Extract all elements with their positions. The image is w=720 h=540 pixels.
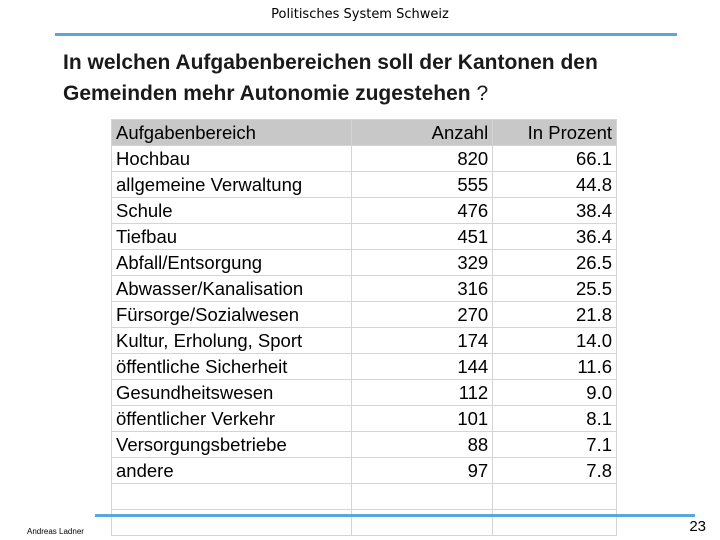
cell-prozent	[492, 483, 617, 510]
question-mark: ?	[476, 82, 489, 105]
cell-prozent: 9.0	[492, 379, 617, 406]
cell-prozent: 14.0	[492, 327, 617, 354]
top-divider	[55, 33, 677, 36]
cell-aufgabenbereich: Tiefbau	[111, 223, 352, 250]
cell-anzahl: 555	[350, 171, 494, 198]
cell-prozent: 8.1	[492, 405, 617, 432]
cell-prozent: 44.8	[492, 171, 617, 198]
table-row: andere 97 7.8	[111, 457, 617, 484]
header-anzahl: Anzahl	[350, 119, 494, 146]
table-row: Versorgungsbetriebe 88 7.1	[111, 431, 617, 458]
author-footer: Andreas Ladner	[27, 527, 84, 536]
cell-anzahl: 270	[350, 301, 494, 328]
cell-anzahl	[350, 483, 494, 510]
cell-prozent	[492, 509, 617, 536]
cell-aufgabenbereich	[111, 483, 352, 510]
cell-aufgabenbereich: Versorgungsbetriebe	[111, 431, 352, 458]
cell-aufgabenbereich: öffentlicher Verkehr	[111, 405, 352, 432]
table-row: öffentlicher Verkehr 101 8.1	[111, 405, 617, 432]
slide-header-title: Politisches System Schweiz	[271, 7, 449, 22]
cell-aufgabenbereich: öffentliche Sicherheit	[111, 353, 352, 380]
cell-prozent: 26.5	[492, 249, 617, 276]
cell-anzahl: 88	[350, 431, 494, 458]
table-header-row: Aufgabenbereich Anzahl In Prozent	[111, 119, 617, 146]
cell-anzahl: 329	[350, 249, 494, 276]
cell-anzahl: 144	[350, 353, 494, 380]
table-row: Schule 476 38.4	[111, 197, 617, 224]
cell-prozent: 25.5	[492, 275, 617, 302]
cell-prozent: 11.6	[492, 353, 617, 380]
cell-prozent: 36.4	[492, 223, 617, 250]
table-row: Abwasser/Kanalisation 316 25.5	[111, 275, 617, 302]
cell-anzahl: 97	[350, 457, 494, 484]
cell-prozent: 7.1	[492, 431, 617, 458]
table-row: öffentliche Sicherheit 144 11.6	[111, 353, 617, 380]
table-row: Kultur, Erholung, Sport 174 14.0	[111, 327, 617, 354]
cell-aufgabenbereich: Hochbau	[111, 145, 352, 172]
question-text: In welchen Aufgabenbereichen soll der Ka…	[63, 51, 598, 105]
cell-anzahl: 101	[350, 405, 494, 432]
cell-prozent: 21.8	[492, 301, 617, 328]
cell-anzahl: 316	[350, 275, 494, 302]
cell-anzahl: 174	[350, 327, 494, 354]
cell-anzahl: 820	[350, 145, 494, 172]
bottom-divider	[95, 514, 695, 517]
cell-anzahl	[350, 509, 494, 536]
table-row: Tiefbau 451 36.4	[111, 223, 617, 250]
table-row	[111, 509, 617, 536]
cell-anzahl: 451	[350, 223, 494, 250]
table-row: Fürsorge/Sozialwesen 270 21.8	[111, 301, 617, 328]
cell-prozent: 66.1	[492, 145, 617, 172]
cell-aufgabenbereich: Schule	[111, 197, 352, 224]
table-row: allgemeine Verwaltung 555 44.8	[111, 171, 617, 198]
header-prozent: In Prozent	[492, 119, 617, 146]
cell-aufgabenbereich: Gesundheitswesen	[111, 379, 352, 406]
results-table: Aufgabenbereich Anzahl In Prozent Hochba…	[111, 119, 617, 536]
cell-aufgabenbereich: Abwasser/Kanalisation	[111, 275, 352, 302]
table-row: Gesundheitswesen 112 9.0	[111, 379, 617, 406]
header-aufgabenbereich: Aufgabenbereich	[111, 119, 352, 146]
cell-anzahl: 476	[350, 197, 494, 224]
cell-anzahl: 112	[350, 379, 494, 406]
cell-aufgabenbereich: Fürsorge/Sozialwesen	[111, 301, 352, 328]
table-row	[111, 483, 617, 510]
cell-prozent: 38.4	[492, 197, 617, 224]
cell-aufgabenbereich: allgemeine Verwaltung	[111, 171, 352, 198]
cell-prozent: 7.8	[492, 457, 617, 484]
cell-aufgabenbereich	[111, 509, 352, 536]
cell-aufgabenbereich: Abfall/Entsorgung	[111, 249, 352, 276]
table-body: Hochbau 820 66.1 allgemeine Verwaltung 555 44…	[111, 145, 617, 536]
table-row: Hochbau 820 66.1	[111, 145, 617, 172]
page-number: 23	[689, 518, 706, 535]
cell-aufgabenbereich: andere	[111, 457, 352, 484]
table-row: Abfall/Entsorgung 329 26.5	[111, 249, 617, 276]
slide-question: In welchen Aufgabenbereichen soll der Ka…	[63, 47, 703, 109]
cell-aufgabenbereich: Kultur, Erholung, Sport	[111, 327, 352, 354]
